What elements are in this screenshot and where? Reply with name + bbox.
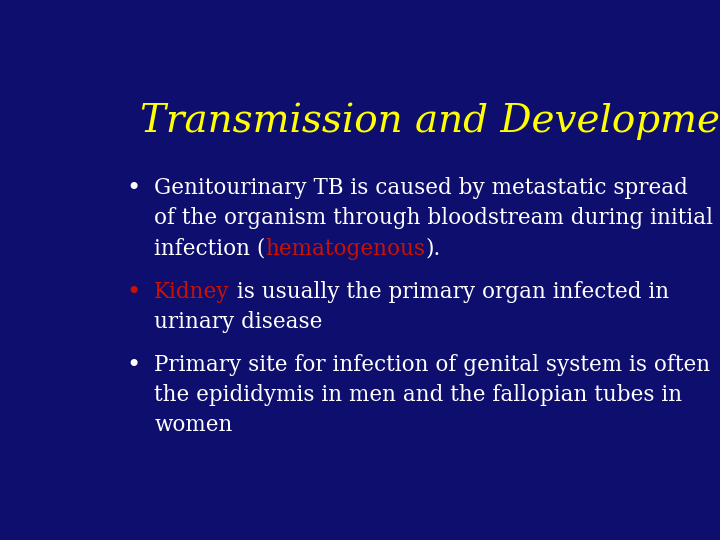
Text: the epididymis in men and the fallopian tubes in: the epididymis in men and the fallopian … (154, 384, 683, 406)
Text: hematogenous: hematogenous (266, 238, 426, 260)
Text: •: • (126, 177, 140, 200)
Text: Transmission and Development: Transmission and Development (140, 102, 720, 140)
Text: Genitourinary TB is caused by metastatic spread: Genitourinary TB is caused by metastatic… (154, 177, 688, 199)
Text: is usually the primary organ infected in: is usually the primary organ infected in (230, 281, 669, 302)
Text: •: • (126, 354, 140, 377)
Text: Kidney: Kidney (154, 281, 230, 302)
Text: infection (: infection ( (154, 238, 266, 260)
Text: women: women (154, 415, 233, 436)
Text: urinary disease: urinary disease (154, 311, 323, 333)
Text: Primary site for infection of genital system is often: Primary site for infection of genital sy… (154, 354, 711, 376)
Text: of the organism through bloodstream during initial: of the organism through bloodstream duri… (154, 207, 714, 230)
Text: •: • (126, 281, 140, 303)
Text: ).: ). (426, 238, 441, 260)
